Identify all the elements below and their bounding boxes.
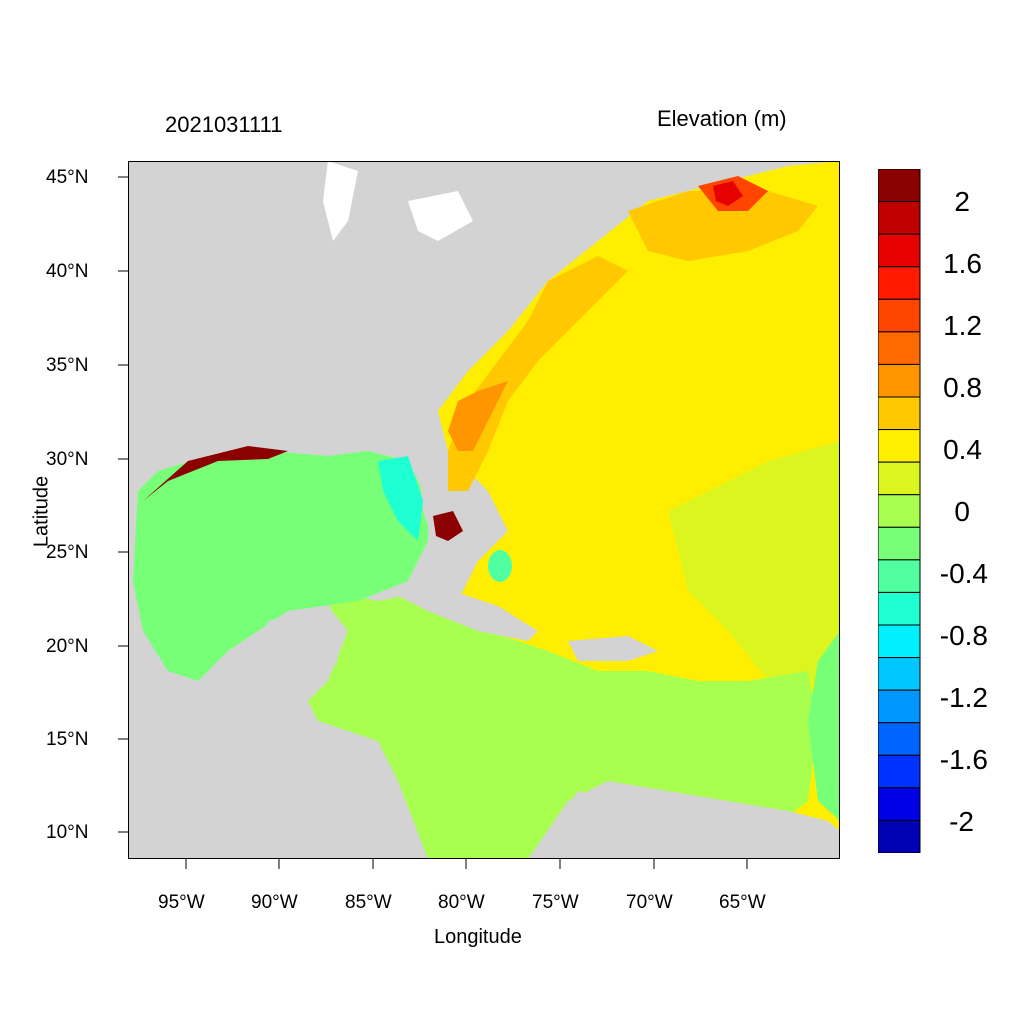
colorbar-segment [878, 689, 921, 724]
colorbar-label: -2 [949, 806, 974, 837]
south-atlantic-bight-surge [448, 381, 508, 451]
colorbar-label: -0.8 [939, 620, 988, 651]
colorbar-segment [878, 396, 921, 431]
colorbar-segment [878, 559, 921, 593]
bay-of-fundy-peak [713, 181, 743, 206]
colorbar-label: -0.4 [939, 558, 988, 589]
colorbar-segment [878, 363, 921, 398]
east-atlantic-zone [668, 441, 840, 681]
great-lakes [323, 161, 473, 241]
south-america-land [528, 781, 840, 859]
ytick-label: 20°N [46, 636, 89, 657]
y-axis-label: Latitude [30, 475, 53, 548]
xtick-label: 65°W [719, 892, 766, 913]
xtick-label: 95°W [158, 892, 205, 913]
ytick-label: 10°N [46, 822, 89, 843]
colorbar-segment [878, 754, 921, 789]
colorbar-segment [878, 722, 921, 756]
colorbar-segment [878, 461, 921, 496]
ytick-label: 40°N [46, 261, 89, 282]
south-florida-high [433, 511, 463, 541]
colorbar-segment [878, 657, 921, 691]
colorbar-label: 1.2 [943, 310, 982, 341]
gulf-coast-fringe [143, 446, 288, 501]
cuba-land [388, 586, 538, 641]
plot-title: Elevation (m) [657, 106, 787, 131]
colorbar [878, 169, 921, 853]
colorbar-label: -1.2 [939, 682, 988, 713]
eastern-edge-low [808, 631, 840, 821]
gulf-of-mexico [133, 451, 428, 681]
xtick-label: 85°W [345, 892, 392, 913]
gulf-of-maine-surge [628, 191, 818, 261]
yucatan-land [258, 606, 348, 711]
colorbar-segment [878, 266, 921, 300]
xtick-label: 90°W [251, 892, 298, 913]
ytick-label: 15°N [46, 729, 89, 750]
timestamp-label: 2021031111 [165, 112, 283, 137]
elevation-map [128, 161, 840, 859]
colorbar-segment [878, 526, 921, 561]
colorbar-segment [878, 819, 921, 853]
colorbar-segment [878, 787, 921, 821]
colorbar-label: 0.4 [943, 434, 982, 465]
west-florida-shelf-low [378, 456, 423, 541]
ytick-label: 30°N [46, 449, 89, 470]
colorbar-label: 0 [954, 496, 970, 527]
ytick-label: 35°N [46, 355, 89, 376]
colorbar-label: -1.6 [939, 744, 988, 775]
xtick-label: 80°W [438, 892, 485, 913]
colorbar-segment [878, 494, 921, 528]
colorbar-segment [878, 298, 921, 333]
hispaniola-land [568, 636, 658, 661]
xtick-label: 75°W [532, 892, 579, 913]
colorbar-label: 2 [954, 186, 970, 217]
colorbar-segment [878, 233, 921, 268]
xtick-label: 70°W [626, 892, 673, 913]
bahamas-low [488, 550, 512, 582]
colorbar-label: 1.6 [943, 248, 982, 279]
ytick-label: 25°N [46, 542, 89, 563]
caribbean-sea [308, 591, 818, 859]
east-coast-surge-band [448, 256, 628, 491]
central-america-land [128, 721, 408, 859]
colorbar-label: 0.8 [943, 372, 982, 403]
x-axis-label: Longitude [434, 926, 522, 948]
ytick-label: 45°N [46, 167, 89, 188]
colorbar-segment [878, 331, 921, 365]
